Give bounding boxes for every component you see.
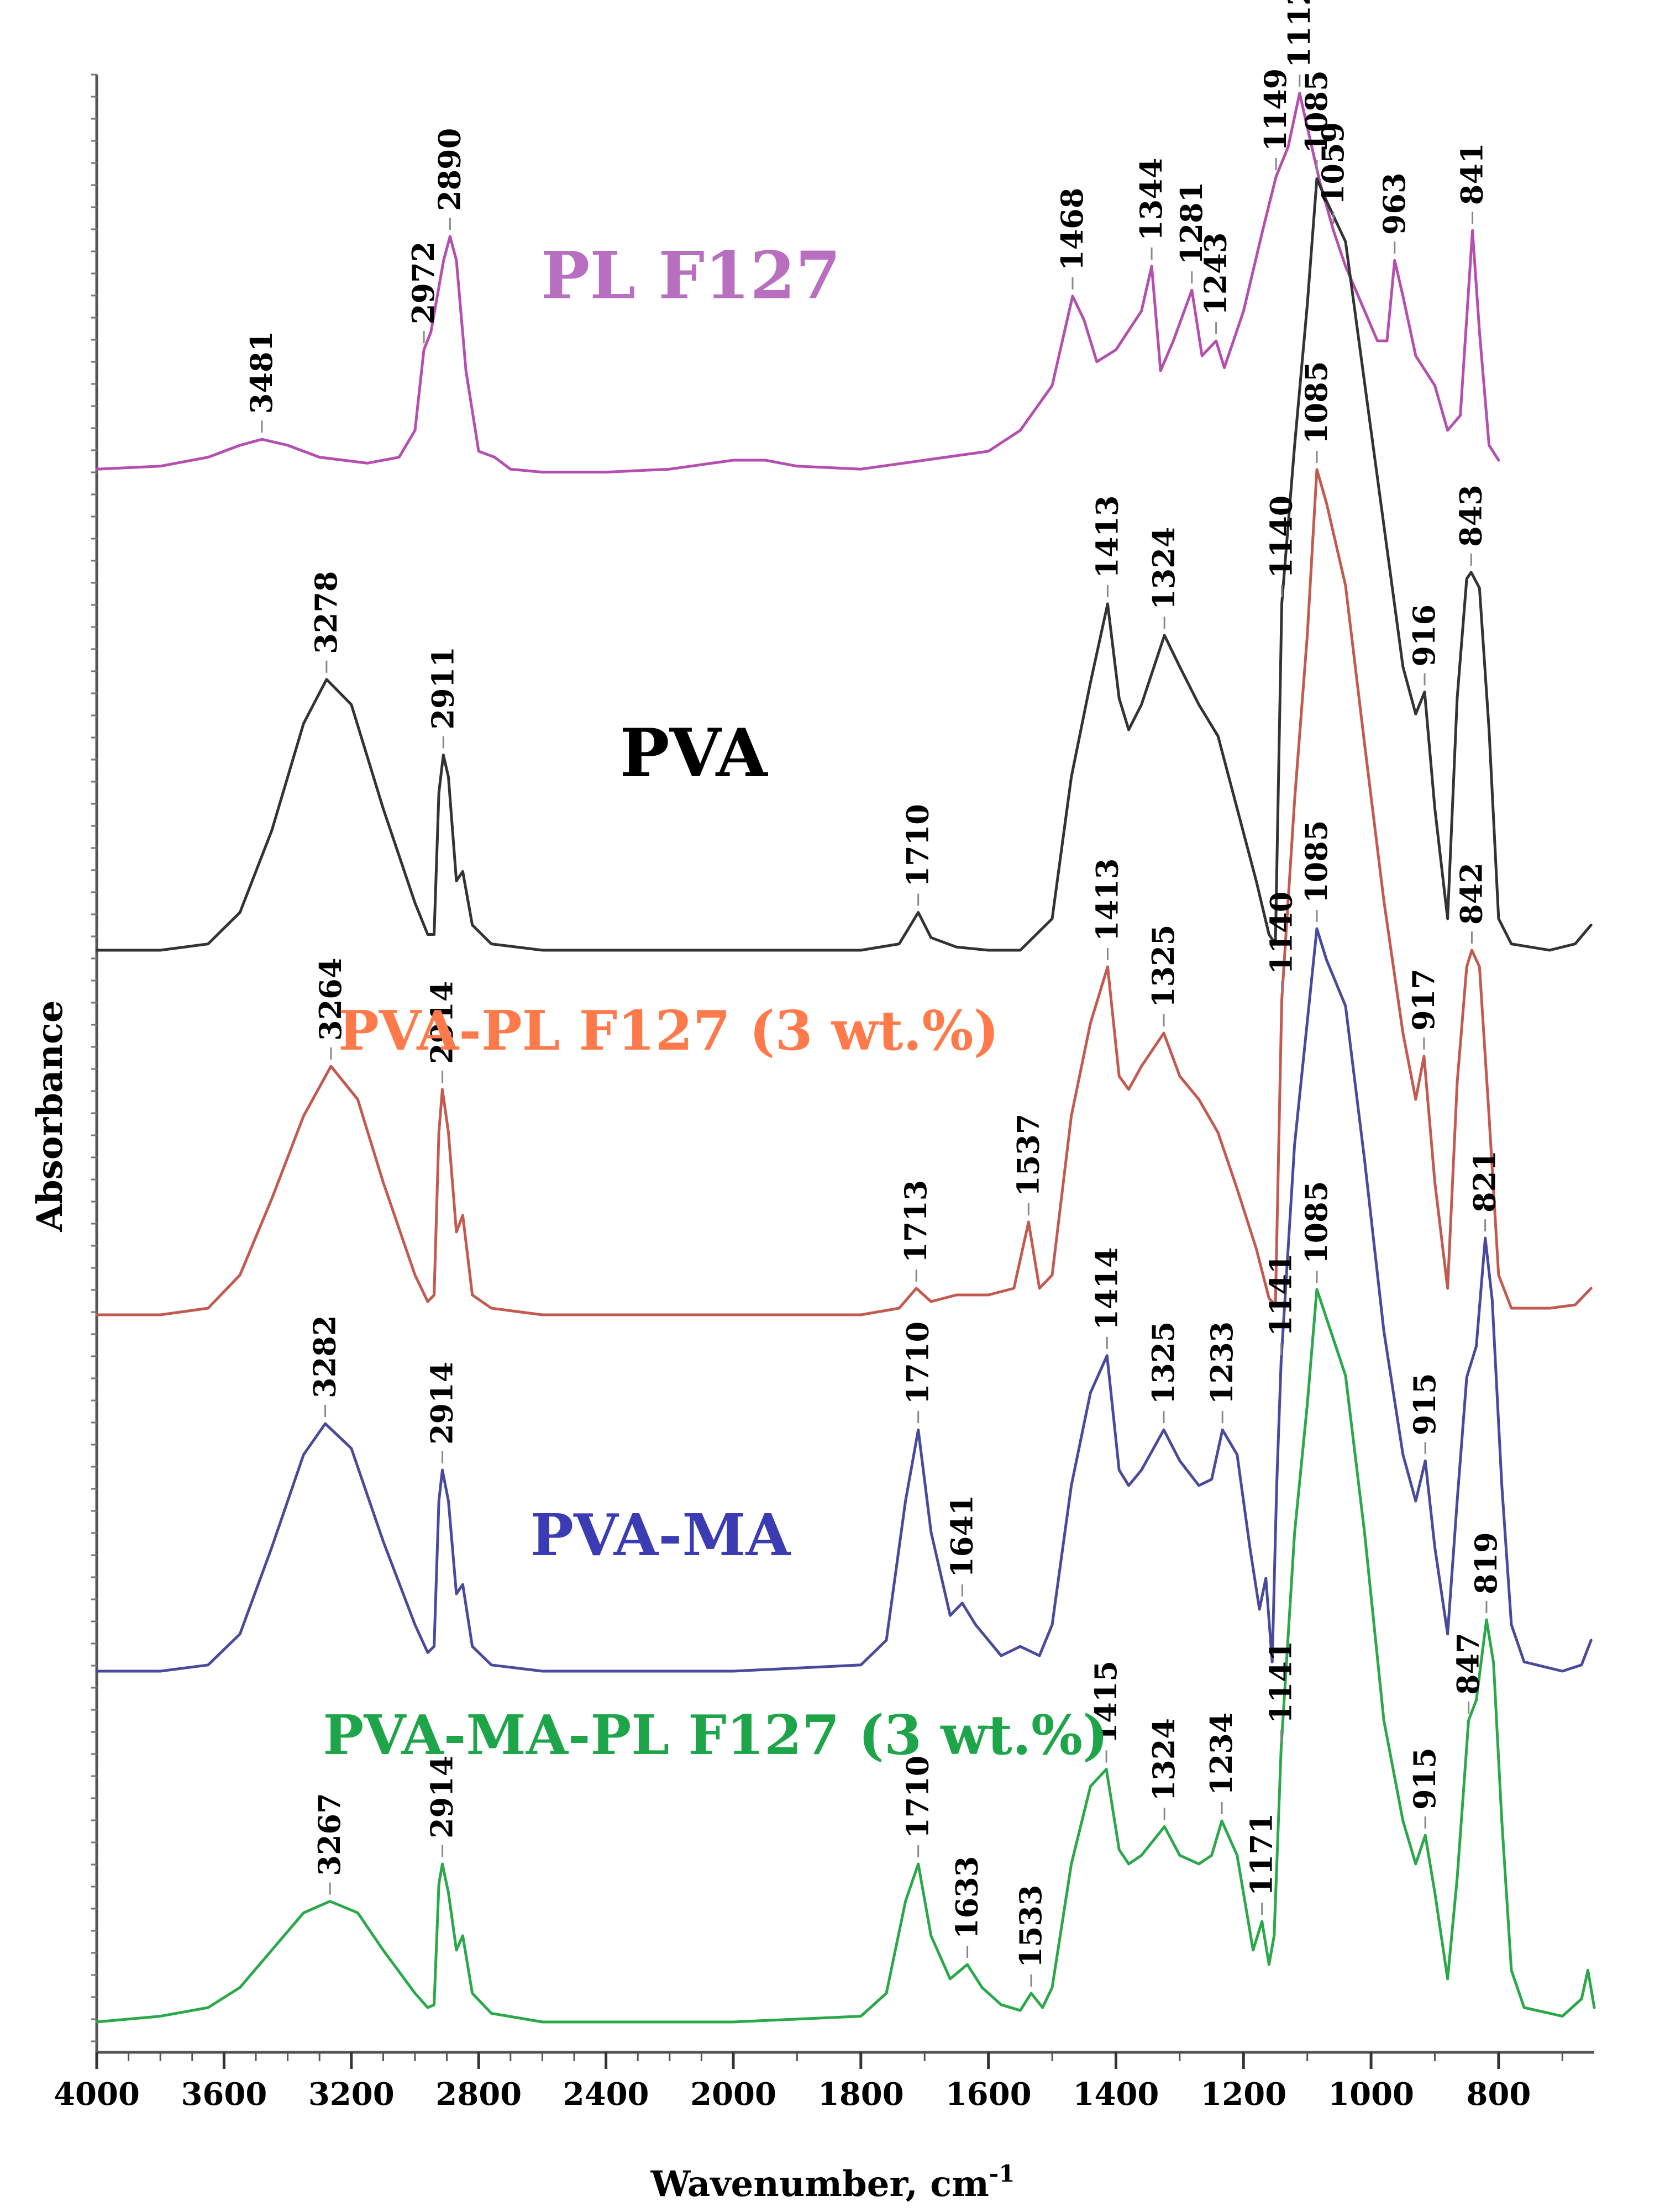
peak-label: 915 <box>1407 1747 1442 1810</box>
peak-label: 1713 <box>898 1180 933 1263</box>
series-name-label: PVA-MA-PL F127 (3 wt.%) <box>323 1704 1109 1767</box>
peak-label: 1324 <box>1146 527 1181 610</box>
peak-label: 843 <box>1453 484 1488 547</box>
spectra <box>95 92 1596 2024</box>
peak-label: 3264 <box>313 958 348 1041</box>
spectrum-line <box>95 1288 1596 2024</box>
peak-label: 842 <box>1453 862 1489 925</box>
peak-label: 1085 <box>1299 1181 1334 1264</box>
x-axis-title-text: Wavenumber, cm <box>650 2163 989 2205</box>
peak-label: 1537 <box>1010 1114 1046 1197</box>
peak-label: 1468 <box>1054 188 1090 271</box>
peak-label: 1710 <box>900 804 936 887</box>
peak-label: 1171 <box>1244 1813 1279 1896</box>
x-tick-label: 1800 <box>818 2076 904 2113</box>
x-tick-label: 3200 <box>308 2076 395 2113</box>
peak-label: 1243 <box>1198 233 1233 315</box>
spectrum-line <box>95 468 1593 1316</box>
peak-label: 1413 <box>1089 859 1125 941</box>
peak-label: 917 <box>1406 968 1441 1031</box>
x-axis-title-superscript: -1 <box>989 2160 1015 2187</box>
peak-label: 1085 <box>1299 361 1334 444</box>
peak-label: 916 <box>1406 604 1442 667</box>
peak-label: 1325 <box>1146 1321 1181 1404</box>
peak-label: 1533 <box>1013 1885 1048 1968</box>
peak-label: 1059 <box>1315 122 1351 205</box>
series-name-label: PL F127 <box>541 237 841 314</box>
peak-label: 1085 <box>1299 820 1334 903</box>
series-name-label: PVA <box>619 714 768 792</box>
peak-label: 3282 <box>307 1315 343 1398</box>
peak-label: 1415 <box>1088 1661 1123 1744</box>
x-tick-label: 3600 <box>181 2076 267 2113</box>
peak-label: 1710 <box>900 1321 936 1404</box>
x-tick-label: 2000 <box>690 2076 776 2113</box>
peak-label: 1140 <box>1264 496 1299 578</box>
peak-label: 1141 <box>1263 1254 1298 1336</box>
peak-label: 1710 <box>900 1756 936 1839</box>
peak-label: 1414 <box>1089 1247 1124 1330</box>
x-tick-label: 1600 <box>946 2076 1032 2113</box>
x-tick-label: 4000 <box>54 2076 140 2113</box>
peak-label: 1324 <box>1146 1718 1181 1801</box>
peak-label: 1141 <box>1263 1641 1298 1724</box>
peak-label: 2914 <box>424 981 460 1064</box>
series-names: PL F127 PVA PVA-PL F127 (3 wt.%) PVA-MA PVA-… <box>323 237 1109 1767</box>
peak-label: 1325 <box>1146 925 1181 1008</box>
series-name-label: PVA-PL F127 (3 wt.%) <box>338 999 999 1063</box>
x-tick-label: 1000 <box>1328 2076 1414 2113</box>
peak-label: 841 <box>1454 143 1490 205</box>
peak-label: 847 <box>1451 1632 1486 1695</box>
peak-label: 2914 <box>424 1362 460 1445</box>
peak-label: 1234 <box>1204 1713 1239 1795</box>
x-tick-label: 2800 <box>435 2076 522 2113</box>
peak-label: 1140 <box>1264 892 1299 975</box>
spectrum-line <box>95 927 1593 1673</box>
peak-label: 1344 <box>1133 158 1169 241</box>
peak-label: 3278 <box>308 571 344 654</box>
peak-label: 1633 <box>949 1856 985 1939</box>
x-axis-title: Wavenumber, cm-1 <box>650 2160 1015 2205</box>
peak-label: 1085 <box>1299 70 1334 153</box>
peak-label: 1149 <box>1258 69 1293 151</box>
peak-label: 2890 <box>432 128 467 211</box>
peak-label: 915 <box>1407 1373 1442 1435</box>
peak-label: 2972 <box>406 241 441 324</box>
peak-label: 3267 <box>312 1793 347 1876</box>
peak-label: 3481 <box>244 331 279 414</box>
spectrum-line <box>95 177 1593 952</box>
x-tick-label: 800 <box>1466 2076 1531 2113</box>
peak-label: 2914 <box>424 1756 460 1839</box>
peak-label: 1233 <box>1204 1321 1239 1404</box>
axes: 4000 3600 3200 2800 2400 2000 1800 1600 1400 1200… <box>54 73 1594 2113</box>
x-tick-label: 2400 <box>563 2076 649 2113</box>
x-tick-label: 1200 <box>1200 2076 1286 2113</box>
peak-label: 1281 <box>1174 182 1209 265</box>
peak-label: 819 <box>1468 1532 1504 1594</box>
peak-label: 821 <box>1467 1150 1503 1213</box>
peak-label: 2911 <box>425 646 460 729</box>
series-name-label: PVA-MA <box>531 1501 791 1569</box>
spectrum-line <box>95 92 1500 474</box>
y-axis-title: Absorbance <box>29 1000 71 1232</box>
peak-label: 1112 <box>1281 0 1317 68</box>
peak-label: 1641 <box>944 1495 979 1578</box>
peak-label: 963 <box>1377 172 1412 235</box>
peak-label: 1413 <box>1089 496 1125 578</box>
x-tick-label: 1400 <box>1073 2076 1159 2113</box>
